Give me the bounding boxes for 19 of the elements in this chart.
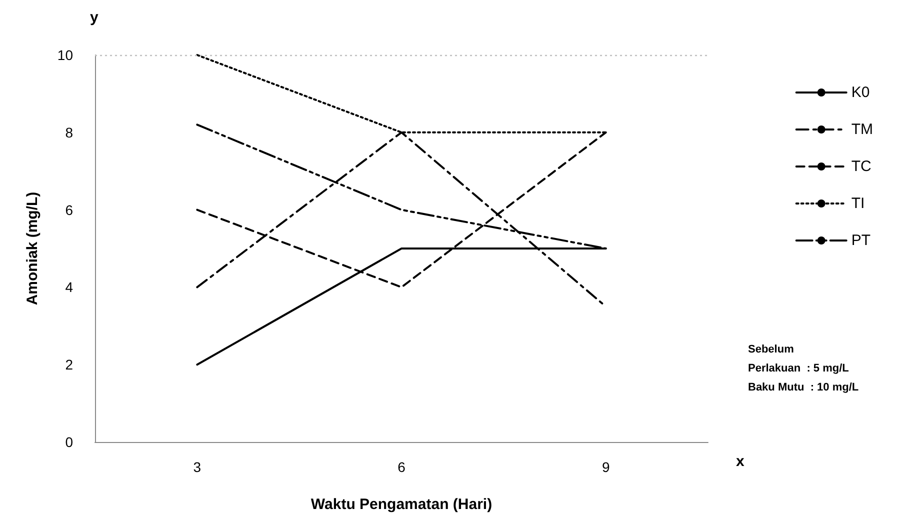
y-axis-title: Amoniak (mg/L) [24, 192, 41, 306]
text: Sebelum Perlakuan : 5 mg/L Baku Mutu : 10 mg/L [748, 344, 859, 394]
x-tick-label: 9 [602, 459, 610, 475]
y-tick-label: 6 [65, 202, 74, 218]
y-tick-label: 0 [65, 434, 74, 450]
legend-label: TM [851, 121, 874, 138]
legend-label: PT [851, 232, 871, 249]
legend-label: TI [851, 195, 865, 212]
y-tick-label: 4 [65, 279, 74, 296]
y-tick-label: 10 [57, 47, 74, 63]
legend-label: TC [851, 158, 872, 175]
y-tick-label: 2 [65, 356, 74, 373]
legend-label: K0 [851, 84, 870, 101]
x-tick-label: 3 [193, 459, 202, 475]
x-axis-title: Waktu Pengamatan (Hari) [310, 496, 492, 513]
x-tick-label: 6 [398, 459, 406, 475]
text: x [736, 453, 745, 470]
text: y [90, 9, 99, 26]
y-tick-label: 8 [65, 124, 74, 140]
